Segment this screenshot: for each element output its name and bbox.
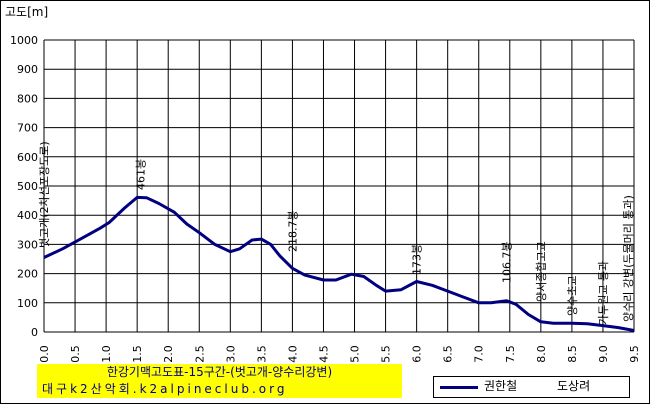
x-tick-label: 7.5: [504, 345, 517, 363]
x-tick-label: 9.0: [597, 345, 610, 363]
title-box: [37, 364, 402, 398]
y-tick-label: 1000: [10, 34, 38, 47]
annotation-label: 106.7봉: [501, 241, 514, 283]
x-tick-label: 7.0: [473, 345, 486, 363]
chart-credit: 대구k2산악회.k2alpineclub.org: [42, 382, 288, 396]
x-tick-label: 9.5: [628, 345, 641, 363]
x-tick-label: 0.5: [69, 345, 82, 363]
legend: [433, 376, 630, 398]
y-tick-label: 600: [17, 151, 38, 164]
x-tick-label: 0.0: [38, 345, 51, 363]
chart-title: 한강기맥고도표-15구간-(벗고개-양수리강변): [106, 365, 333, 379]
x-axis-ticks: 0.0 0.5 1.0 1.5 2.0 2.5 3.0 3.5 4.0 4.5 5.0 5.5 6.0 6…: [38, 345, 641, 363]
y-tick-label: 200: [17, 268, 38, 281]
y-tick-label: 800: [17, 92, 38, 105]
y-tick-label: 100: [17, 297, 38, 310]
annotation-label: 218.7봉: [286, 210, 299, 252]
x-tick-label: 5.5: [380, 345, 393, 363]
legend-series-label: 권한철: [484, 379, 518, 393]
legend-author-label: 도상려: [557, 379, 591, 393]
y-tick-label: 700: [17, 122, 38, 135]
annotation-label: 가두원교 통과: [597, 261, 610, 325]
legend-swatch: [440, 386, 478, 389]
x-tick-label: 8.5: [566, 345, 579, 363]
x-tick-label: 3.0: [224, 345, 237, 363]
x-tick-label: 6.0: [411, 345, 424, 363]
annotation-label: 양수초교: [566, 276, 579, 316]
x-tick-label: 6.5: [442, 345, 455, 363]
x-tick-label: 1.0: [100, 345, 113, 363]
annotation-label: 461봉: [134, 159, 147, 190]
y-tick-label: 900: [17, 63, 38, 76]
annotation-label: 벗고개(2차선포장도로): [38, 141, 51, 248]
x-tick-label: 3.5: [255, 345, 268, 363]
y-axis-ticks: 0 100 200 300 400 500 600 700 800 900 1000: [10, 34, 38, 339]
annotation-label: 양수리 강변(두물머리 통과): [622, 195, 635, 322]
y-axis-label: 고도[m]: [5, 5, 48, 19]
x-tick-label: 1.5: [131, 345, 144, 363]
x-tick-label: 5.0: [349, 345, 362, 363]
x-tick-label: 4.0: [286, 345, 299, 363]
annotation-label: 173봉: [411, 244, 424, 275]
x-tick-label: 4.5: [317, 345, 330, 363]
y-tick-label: 0: [31, 326, 38, 339]
series-line-elevation: [43, 195, 635, 332]
x-tick-label: 2.5: [193, 345, 206, 363]
y-tick-label: 400: [17, 209, 38, 222]
y-tick-label: 500: [17, 180, 38, 193]
x-tick-label: 2.0: [162, 345, 175, 363]
annotation-label: 양서종합고교: [535, 241, 548, 302]
y-tick-label: 300: [17, 238, 38, 251]
x-tick-label: 8.0: [535, 345, 548, 363]
plot-grid: [43, 39, 635, 333]
